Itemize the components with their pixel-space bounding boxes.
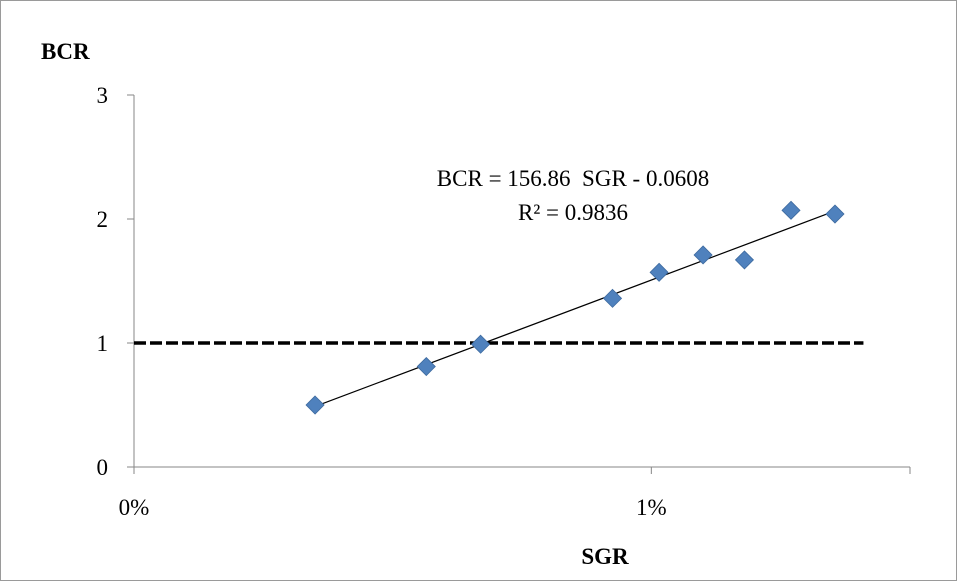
y-ticks: 0 1 2 3	[97, 83, 134, 480]
trendline-equation: BCR = 156.86 SGR - 0.0608	[437, 166, 709, 191]
data-point	[649, 262, 669, 282]
trendline-group	[314, 210, 836, 408]
y-axis-title: BCR	[41, 39, 90, 64]
axes	[133, 95, 910, 468]
data-point	[305, 395, 325, 415]
data-point	[825, 204, 845, 224]
y-tick-label: 3	[97, 83, 109, 108]
y-tick-label: 0	[97, 455, 109, 480]
data-points	[305, 200, 845, 415]
trendline	[314, 210, 836, 408]
y-tick-label: 1	[97, 331, 109, 356]
data-point	[602, 288, 623, 308]
y-tick-label: 2	[97, 207, 109, 232]
x-axis-title: SGR	[581, 544, 629, 569]
data-point	[781, 200, 801, 220]
data-point	[416, 356, 436, 377]
x-tick-label: 1%	[636, 495, 667, 520]
trendline-r-squared: R² = 0.9836	[518, 200, 628, 225]
x-tick-label: 0%	[119, 495, 150, 520]
x-ticks: 0% 1%	[119, 467, 911, 520]
data-point	[734, 250, 755, 270]
data-point	[693, 245, 713, 265]
data-point	[471, 334, 491, 354]
